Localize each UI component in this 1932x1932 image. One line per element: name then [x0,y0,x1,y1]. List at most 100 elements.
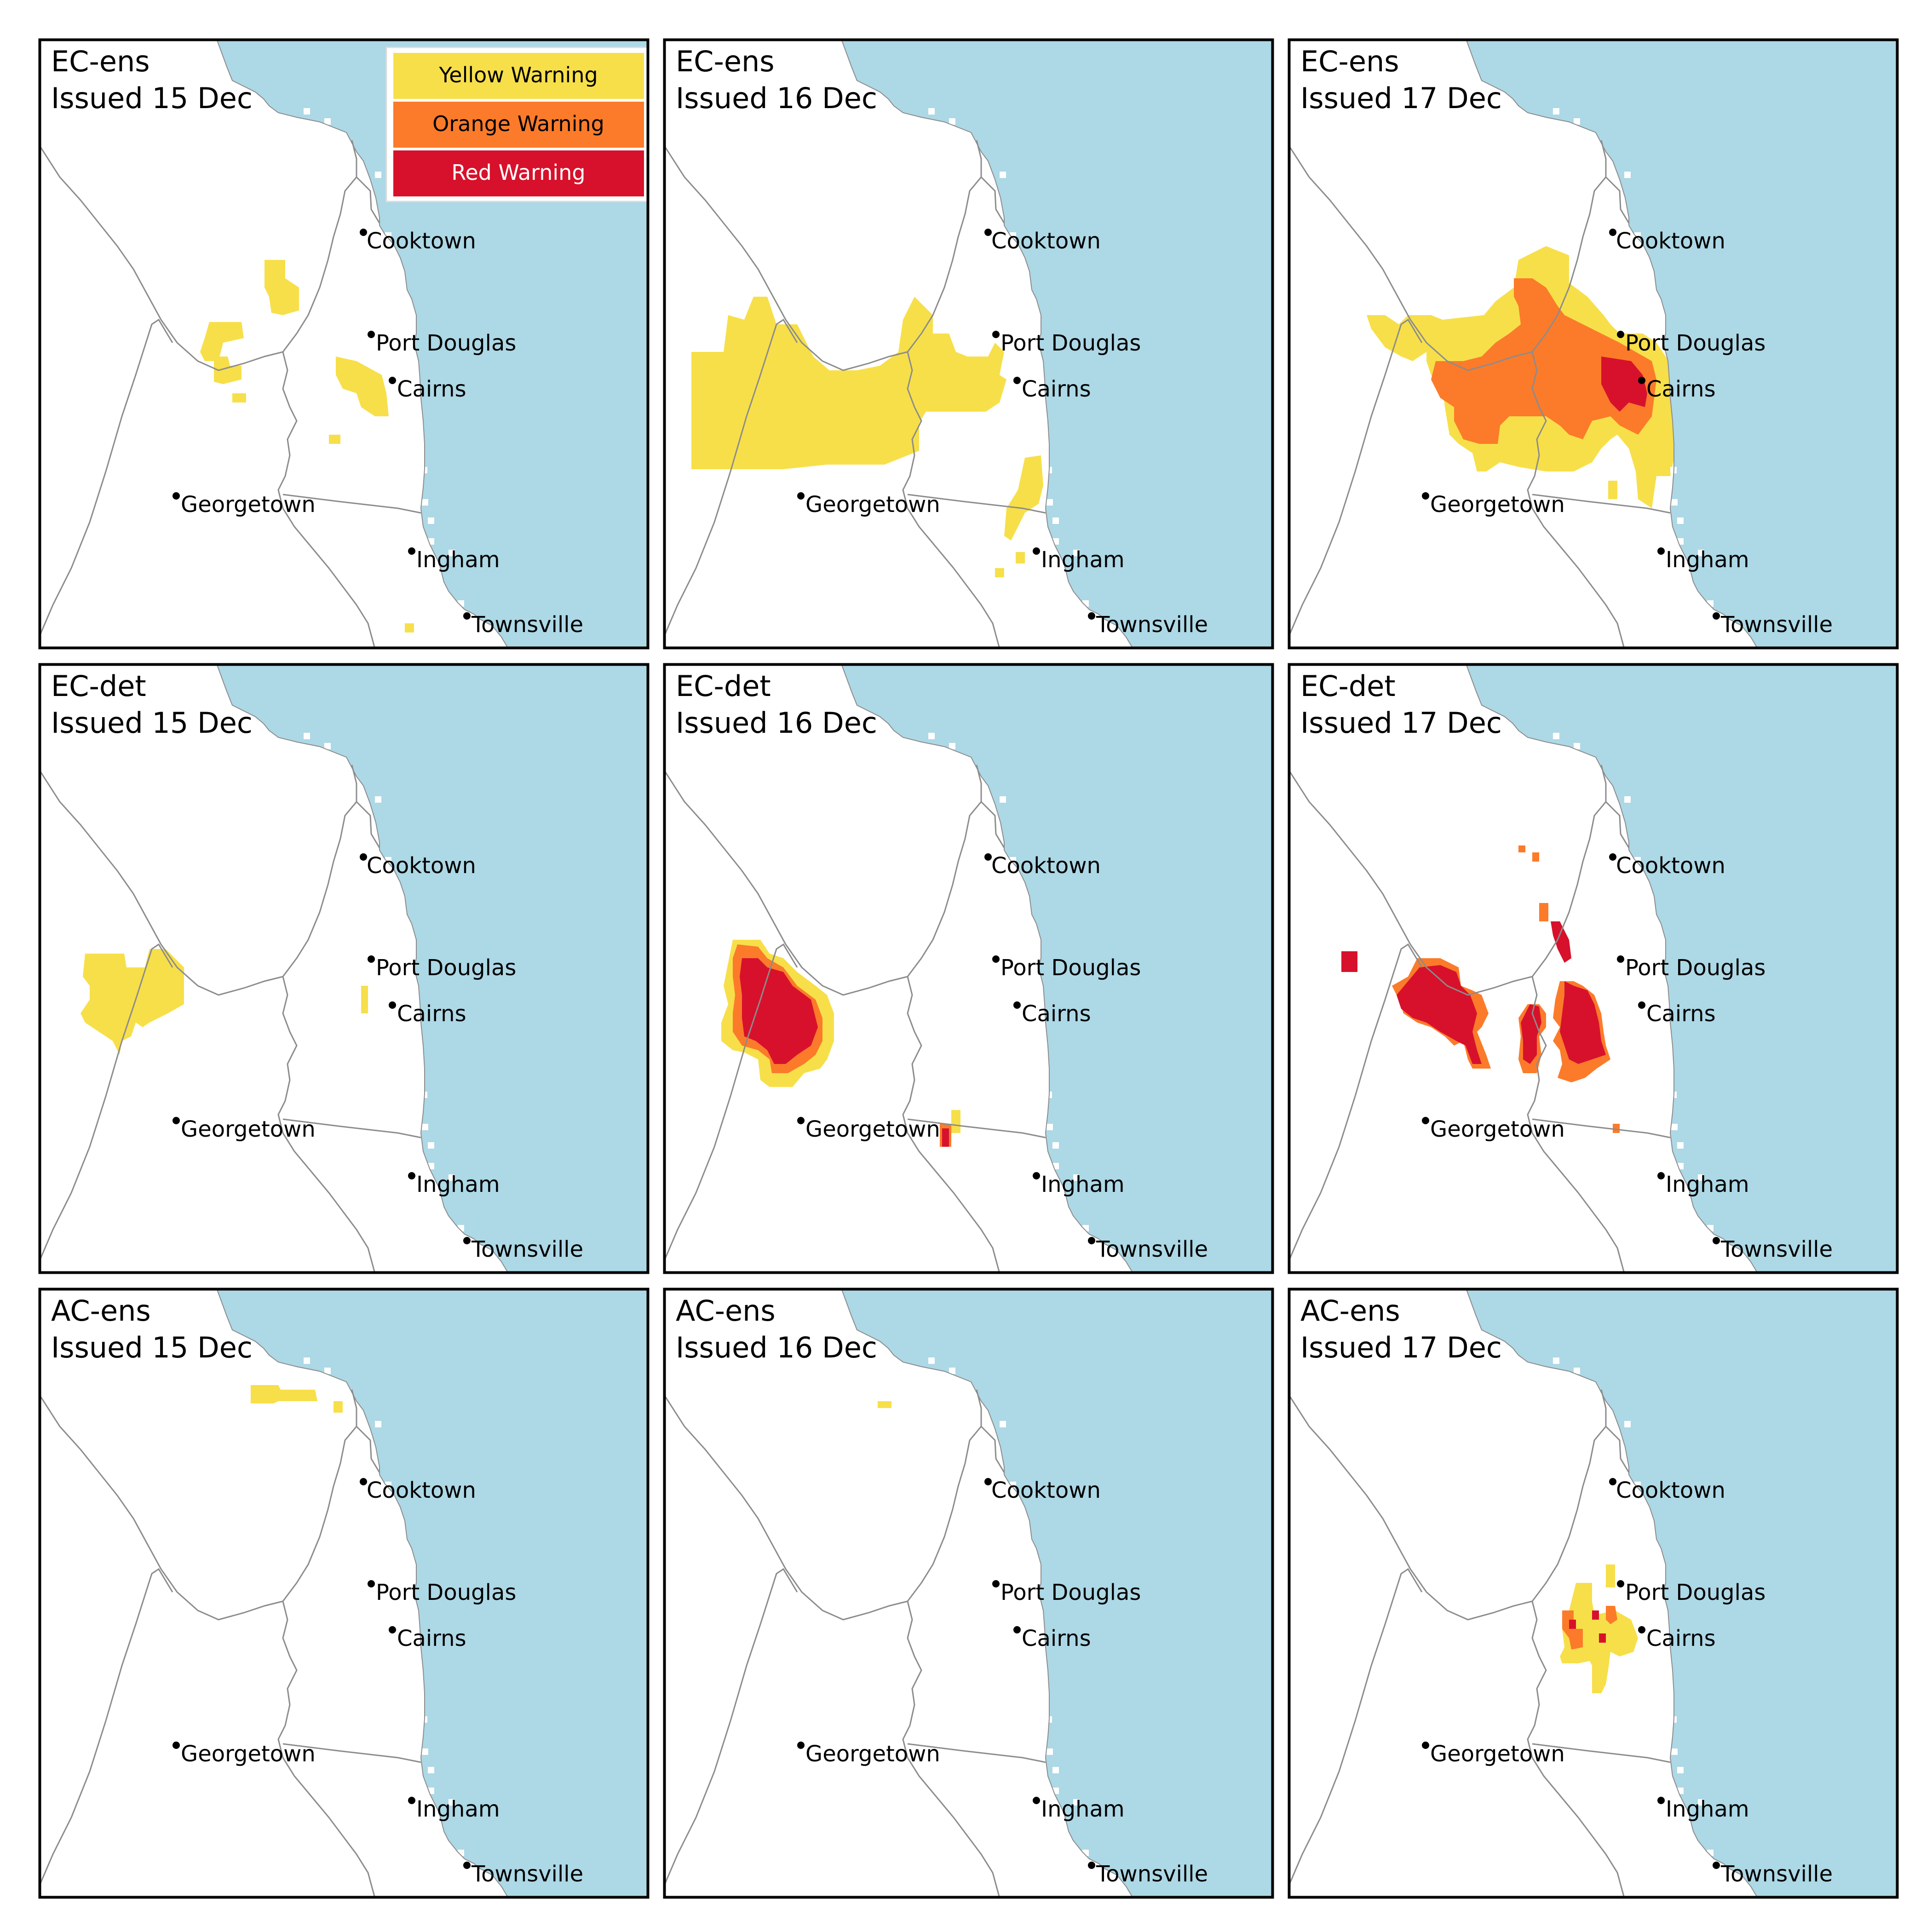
region-boundary-line [980,1426,1005,1473]
ocean-area [217,1288,649,1898]
region-boundary-line [664,318,798,638]
coastal-speck [324,743,331,749]
city-marker [992,331,1000,338]
coastal-speck [448,1799,455,1806]
region-boundary-line [664,1568,798,1887]
city-marker [984,1478,992,1485]
ocean-area [1466,39,1898,649]
panel-model-title: EC-ens [51,45,150,78]
panel-frame [663,663,1274,1274]
panel-issued-title: Issued 17 Dec [1300,81,1502,115]
red-warning-area [1599,1633,1606,1643]
coastal-speck [1574,118,1580,125]
city-label: Ingham [416,1796,500,1822]
region-boundary-line [282,140,357,352]
panel-issued-title: Issued 15 Dec [51,706,253,740]
yellow-warning-area [878,1401,891,1408]
legend-label-orange: Orange Warning [432,111,604,136]
city-marker [1713,1237,1720,1244]
map-panel: Cooktown Port Douglas Cairns Georgetown Ingh… [38,1288,650,1899]
city-label: Townsville [1720,1236,1833,1262]
region-boundary-line [277,1601,376,1898]
coastal-speck [1671,499,1678,506]
region-boundary-line [902,976,1000,1273]
city-label: Cooktown [991,228,1101,254]
panel-model-title: EC-det [1300,669,1396,703]
city-label: Cairns [1646,376,1716,402]
coastal-speck [1000,796,1006,803]
region-boundary-line [39,769,283,996]
panel-issued-title: Issued 15 Dec [51,1331,253,1364]
region-boundary-line [1532,494,1671,514]
panel-frame [663,1288,1274,1899]
red-warning-area [1521,1004,1541,1064]
orange-warning-area [1613,1124,1620,1133]
city-marker [408,547,415,555]
coastal-speck [1010,857,1016,863]
coastal-speck [428,518,434,524]
city-label: Cooktown [367,853,476,879]
coastal-speck [304,1357,310,1364]
city-marker [1033,1172,1040,1179]
map-panel: Cooktown Port Douglas Cairns Georgetown Ingh… [1288,1288,1899,1899]
city-marker [984,229,992,236]
orange-warning-area [1562,1610,1583,1650]
region-boundary-line [907,1389,982,1602]
yellow-warning-area [1606,1564,1615,1587]
coastal-speck [1553,1357,1559,1364]
yellow-warning-area [329,435,340,444]
city-marker [360,229,367,236]
city-label: Cairns [1022,1001,1091,1027]
coastal-speck [1052,1767,1059,1773]
city-label: Townsville [1096,1861,1208,1887]
city-label: Cairns [1646,1626,1716,1651]
city-marker [1657,1172,1665,1179]
city-label: Cairns [397,1001,466,1027]
region-boundary-line [282,765,357,977]
legend-label-red: Red Warning [451,160,585,185]
yellow-warning-area [1004,455,1043,540]
yellow-warning-area [1608,481,1617,499]
coastal-speck [1677,518,1684,524]
map-panel: Cooktown Port Douglas Cairns Georgetown Ingh… [38,663,650,1274]
city-label: Ingham [1041,1172,1125,1197]
region-boundary-line [277,976,376,1273]
coastal-speck [428,1142,434,1149]
coastal-speck [1082,1225,1089,1231]
yellow-warning-area [336,356,389,416]
region-boundary-line [980,801,1005,848]
coastal-speck [1624,172,1631,178]
city-marker [172,492,180,500]
region-boundary-line [907,494,1046,514]
coastline [216,664,509,1273]
coastal-speck [458,1225,464,1231]
panel-issued-title: Issued 16 Dec [676,81,877,115]
city-marker [408,1797,415,1804]
coastal-speck [448,1174,455,1181]
coastal-speck [1671,1124,1678,1130]
city-marker [463,1862,471,1869]
coastal-speck [1000,1421,1006,1427]
city-marker [172,1742,180,1749]
city-label: Port Douglas [1000,330,1141,356]
ocean-area [1466,1288,1898,1898]
region-boundary-line [1531,140,1607,352]
city-marker [1033,1797,1040,1804]
city-label: Townsville [471,1861,583,1887]
city-marker [1713,612,1720,620]
panel-model-title: AC-ens [676,1294,776,1328]
yellow-warning-area [691,297,1006,469]
coastal-speck [1671,1748,1678,1755]
yellow-warning-area [264,260,299,315]
region-boundary-line [39,1394,283,1621]
city-marker [1657,547,1665,555]
legend-swatch-orange [393,102,644,148]
coastal-speck [928,733,935,739]
city-marker [463,1237,471,1244]
city-label: Georgetown [181,1116,316,1142]
map-panel: Cooktown Port Douglas Cairns Georgetown Ingh… [663,38,1274,650]
coastal-speck [304,108,310,115]
city-marker [368,1580,375,1587]
panel-frame [1288,663,1899,1274]
legend-swatch-yellow [393,53,644,99]
